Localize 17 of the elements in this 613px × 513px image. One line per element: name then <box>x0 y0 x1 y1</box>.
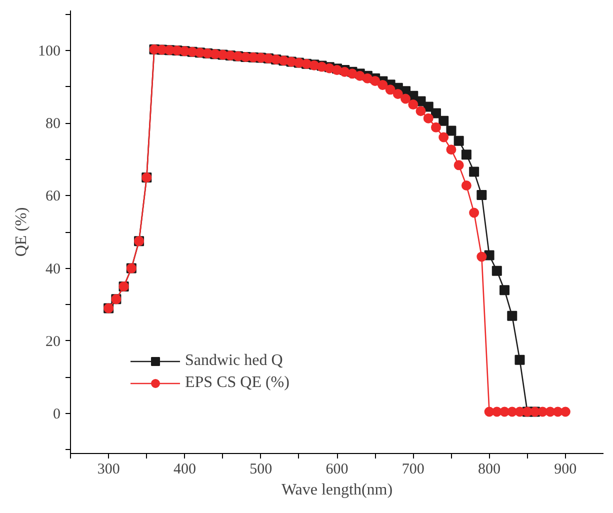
x-tick-label: 800 <box>478 462 501 478</box>
y-tick-label: 100 <box>38 43 60 60</box>
x-tick-label: 400 <box>173 462 196 478</box>
y-tick-label: 60 <box>46 188 60 205</box>
x-tick-label: 600 <box>326 462 348 478</box>
x-tick-label: 900 <box>554 462 577 478</box>
y-tick-label: 20 <box>46 334 60 350</box>
y-axis-title: QE (%) <box>13 207 30 257</box>
x-tick-label: 700 <box>402 462 424 478</box>
legend-label: EPS CS QE (%) <box>185 374 290 392</box>
legend-label: Sandwic hed Q <box>185 352 283 370</box>
y-tick-label: 0 <box>53 406 60 423</box>
x-tick-label: 500 <box>250 462 272 478</box>
y-tick-label: 80 <box>46 116 60 132</box>
x-tick-label: 300 <box>97 462 120 478</box>
y-tick-label: 40 <box>46 261 60 278</box>
x-axis-title: Wave length(nm) <box>281 482 393 498</box>
